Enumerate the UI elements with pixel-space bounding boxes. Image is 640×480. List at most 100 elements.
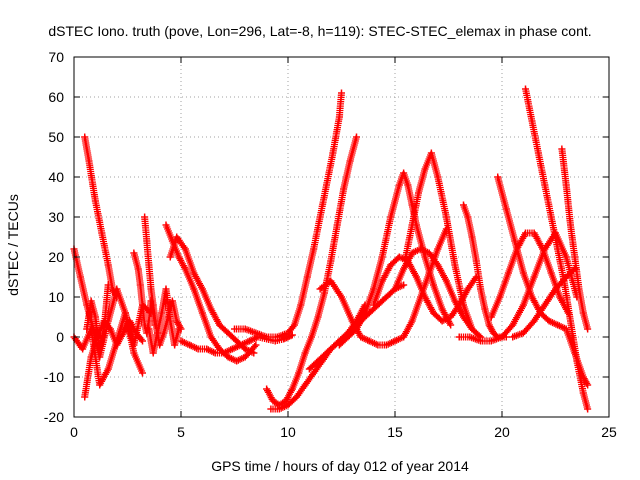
- data-point: [246, 337, 253, 345]
- data-point: [579, 389, 587, 397]
- data-point: [451, 297, 459, 305]
- data-point: [139, 337, 146, 345]
- series-arc-e: [83, 281, 112, 353]
- data-point: [143, 237, 151, 245]
- data-point: [425, 249, 433, 257]
- data-point: [104, 261, 112, 269]
- data-point: [573, 357, 581, 365]
- data-point: [224, 353, 232, 361]
- data-point: [79, 345, 87, 353]
- data-point: [141, 321, 149, 329]
- data-point: [207, 305, 215, 313]
- data-point: [295, 369, 303, 377]
- data-point: [382, 341, 390, 349]
- data-point: [106, 325, 114, 333]
- data-point: [547, 269, 555, 277]
- data-point: [237, 341, 245, 349]
- data-point: [320, 289, 328, 297]
- data-point: [267, 405, 275, 413]
- series-arc-r: [370, 253, 480, 325]
- series-arc-b: [70, 309, 146, 389]
- data-point: [400, 333, 408, 341]
- data-point: [297, 301, 305, 309]
- data-point: [233, 357, 241, 365]
- data-point: [269, 397, 277, 405]
- data-point: [173, 317, 181, 325]
- data-point: [370, 301, 378, 309]
- series-arc-y: [522, 85, 592, 413]
- data-point: [136, 281, 144, 289]
- data-point: [468, 233, 476, 241]
- data-point: [464, 285, 472, 293]
- data-point: [378, 277, 386, 285]
- series-arc-m: [263, 133, 360, 409]
- data-point: [472, 257, 480, 265]
- data-point: [400, 281, 408, 289]
- data-point: [275, 405, 283, 413]
- y-axis-label: dSTEC / TECUs: [5, 194, 21, 296]
- data-point: [203, 345, 211, 353]
- data-point: [327, 257, 335, 265]
- data-point: [166, 317, 174, 325]
- data-point: [408, 221, 416, 229]
- data-point: [567, 317, 574, 325]
- data-point: [175, 325, 183, 333]
- data-point: [530, 317, 538, 325]
- data-point: [141, 213, 149, 221]
- data-point: [575, 285, 583, 293]
- data-point: [395, 181, 403, 189]
- series-arc-l: [231, 89, 345, 341]
- data-point: [528, 293, 536, 301]
- data-point: [76, 273, 84, 281]
- data-point: [149, 301, 157, 309]
- data-point: [263, 385, 271, 393]
- data-point: [81, 393, 89, 401]
- data-point: [374, 341, 382, 349]
- data-point: [494, 173, 502, 181]
- data-point: [415, 189, 422, 197]
- series-arc-d: [81, 133, 121, 301]
- data-point: [496, 293, 504, 301]
- data-point: [489, 329, 497, 337]
- data-point: [365, 337, 373, 345]
- data-point: [132, 329, 140, 337]
- data-point: [284, 329, 292, 337]
- data-point: [91, 197, 99, 205]
- data-point: [284, 401, 292, 409]
- data-point: [430, 281, 437, 289]
- series-arc-h: [145, 285, 183, 357]
- data-point: [305, 365, 313, 373]
- data-point: [310, 369, 318, 377]
- data-point: [562, 273, 570, 281]
- data-point: [464, 213, 472, 221]
- data-point: [301, 381, 309, 389]
- data-point: [402, 253, 410, 261]
- data-point: [498, 333, 506, 341]
- data-point: [130, 349, 138, 357]
- data-point: [290, 321, 298, 329]
- data-point: [168, 297, 176, 305]
- series-arc-z: [558, 145, 592, 333]
- series-arc-j: [166, 233, 258, 357]
- data-point: [519, 329, 527, 337]
- data-point: [293, 393, 301, 401]
- data-point: [421, 253, 429, 261]
- series-arc-w: [487, 229, 572, 321]
- data-point: [477, 285, 485, 293]
- data-point: [198, 285, 206, 293]
- data-point: [556, 293, 564, 301]
- data-point: [113, 341, 121, 349]
- data-point: [160, 329, 168, 337]
- data-point: [190, 269, 198, 277]
- data-point: [85, 157, 93, 165]
- data-point: [382, 293, 390, 301]
- data-point: [579, 309, 587, 317]
- data-point: [408, 317, 416, 325]
- data-point: [241, 353, 249, 361]
- data-point: [323, 181, 330, 189]
- data-point: [460, 201, 467, 209]
- data-point: [194, 345, 202, 353]
- data-point: [134, 265, 142, 273]
- data-point: [340, 185, 348, 193]
